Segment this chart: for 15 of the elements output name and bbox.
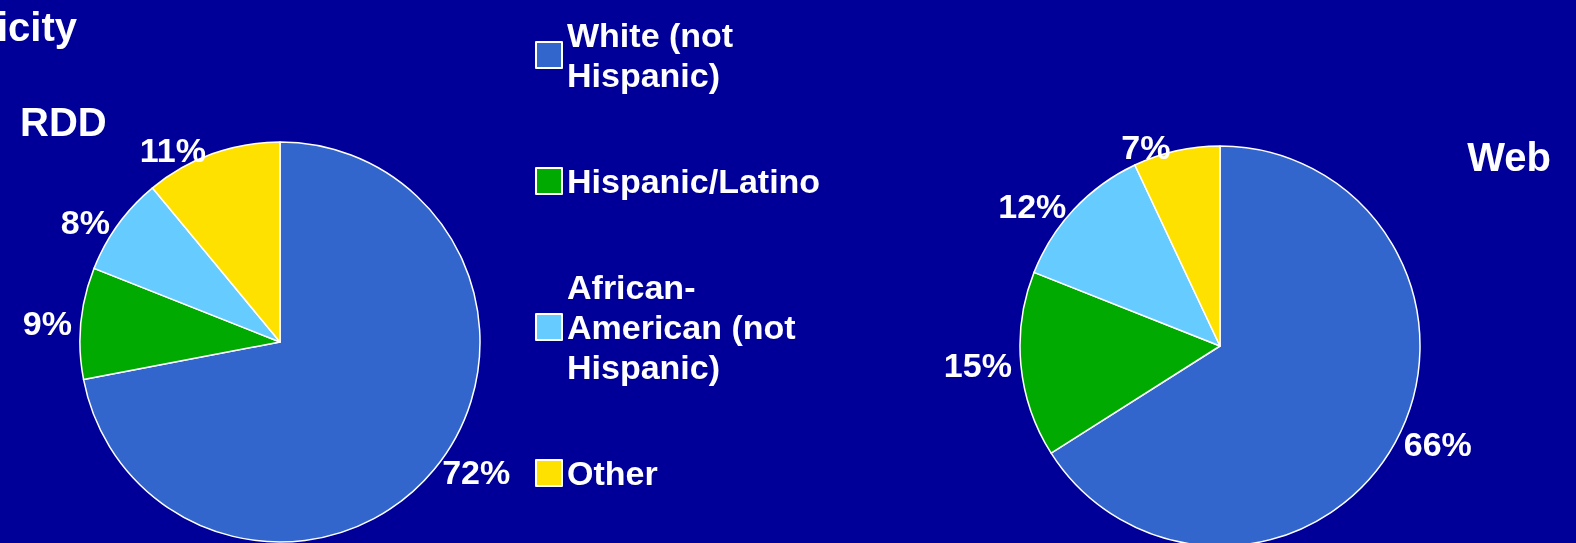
data-label: 11% — [139, 131, 206, 170]
data-label: 66% — [1403, 425, 1472, 464]
legend-label: African-American (not Hispanic) — [567, 268, 806, 386]
data-label: 7% — [1121, 127, 1171, 166]
data-label: 9% — [22, 303, 72, 342]
legend-label: Other — [567, 454, 658, 492]
legend-label: Hispanic/Latino — [567, 162, 821, 200]
data-label: 12% — [998, 187, 1067, 226]
legend-label: White (not Hispanic) — [567, 16, 743, 94]
data-label: 8% — [60, 203, 110, 242]
text: RDD — [20, 100, 107, 144]
data-label: 72% — [442, 453, 511, 492]
chart-title: icity — [0, 5, 78, 49]
data-label: 15% — [943, 346, 1012, 385]
chart-title: Web — [1467, 135, 1552, 179]
